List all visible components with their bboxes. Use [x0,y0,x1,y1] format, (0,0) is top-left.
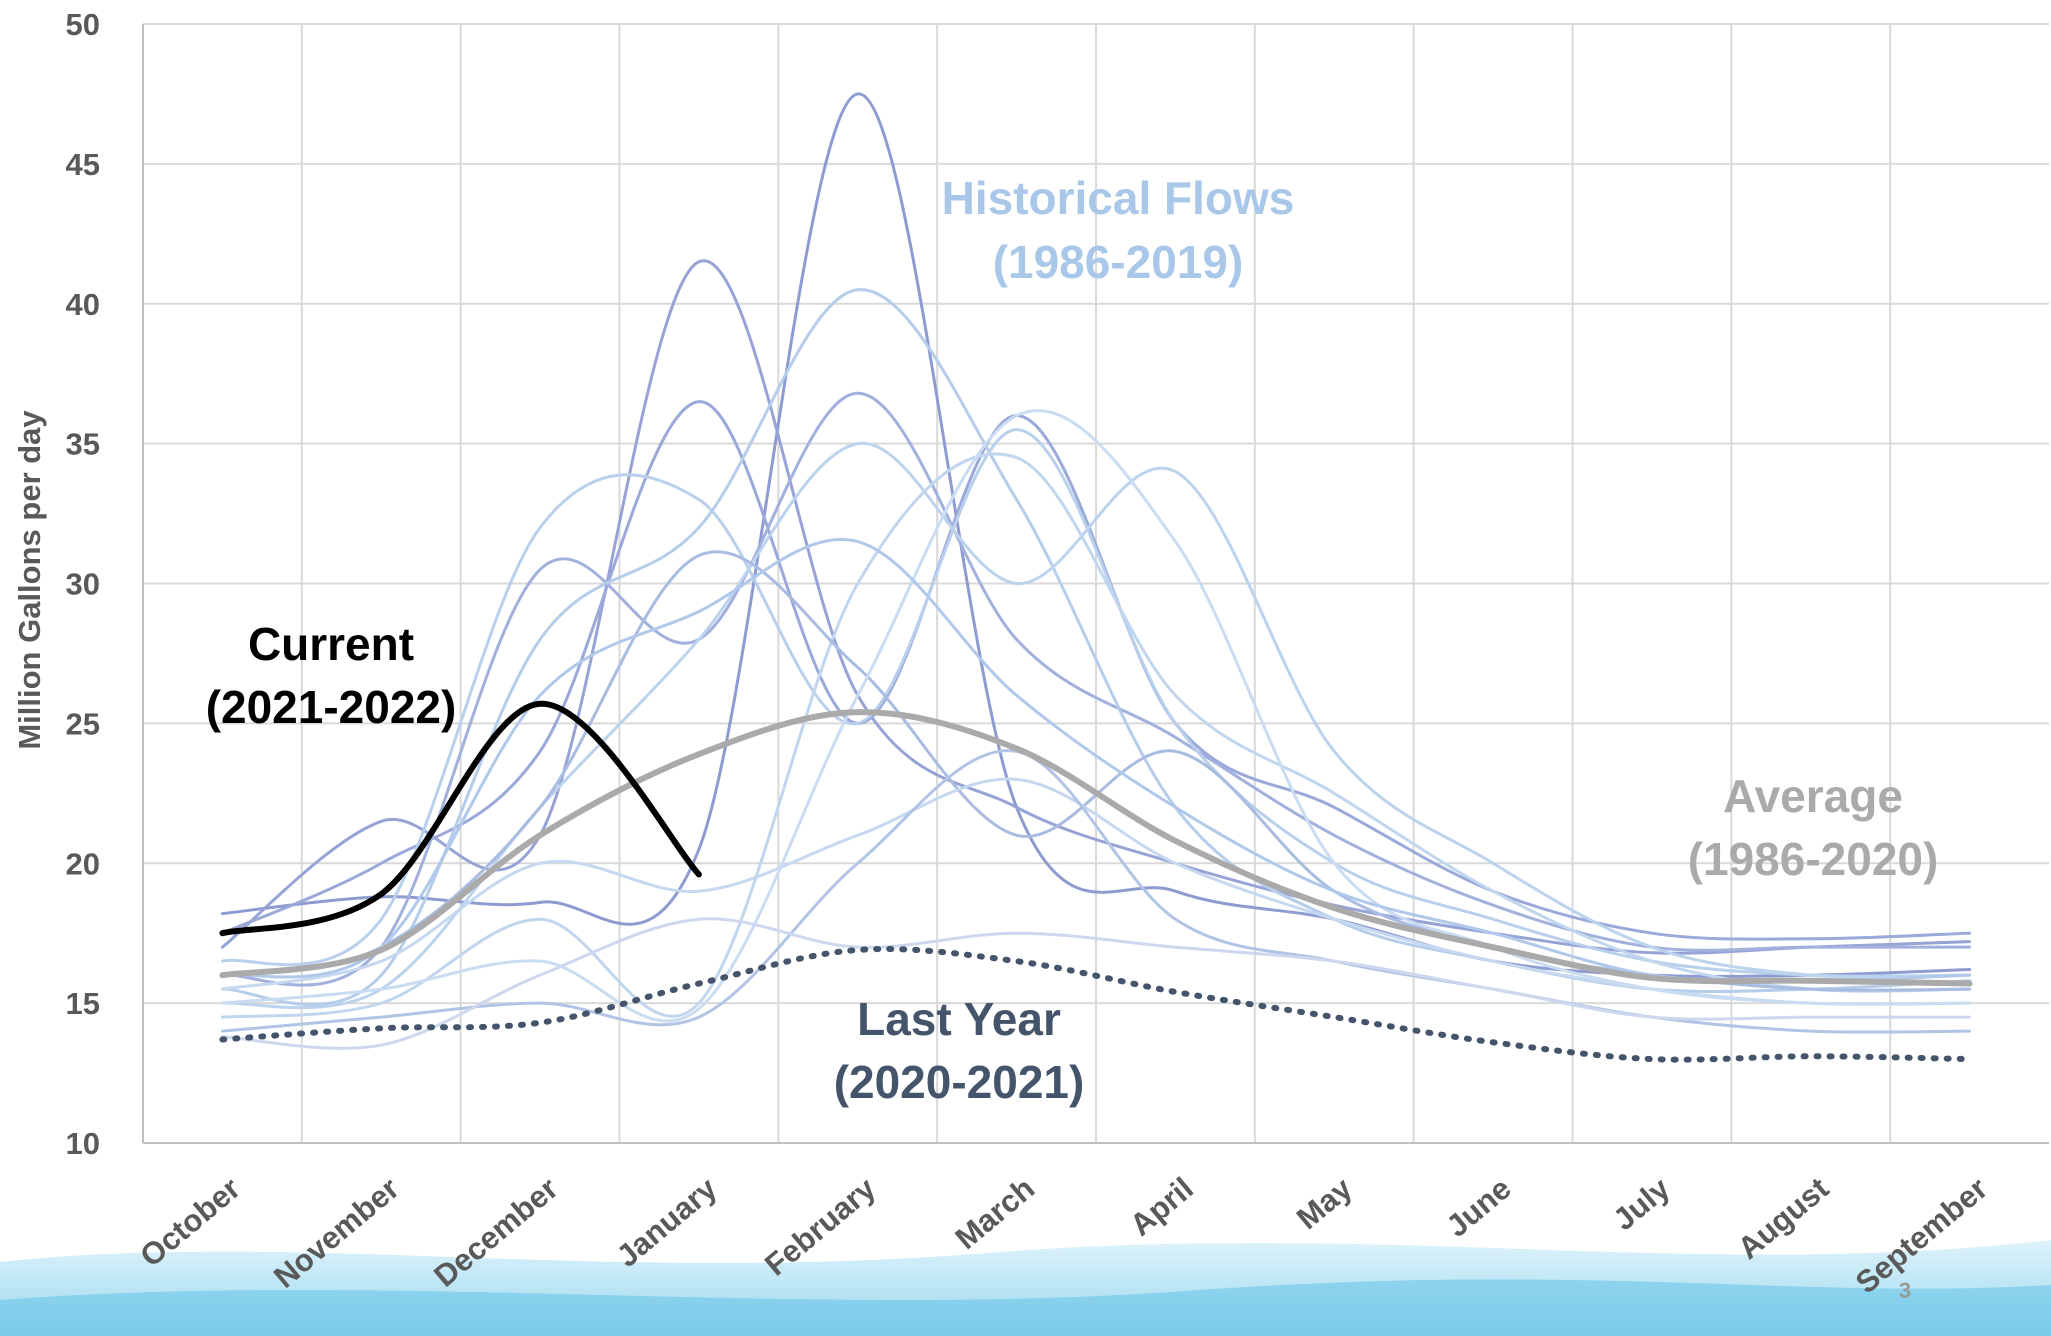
page-number: 3 [1899,1278,1911,1303]
y-axis-label: Million Gallons per day [12,410,47,750]
y-tick-label: 25 [66,706,100,741]
x-tick-label: June [1440,1171,1518,1244]
page: {"chart_data": {"type": "line", "y_label… [0,0,2051,1336]
y-tick-label: 15 [66,986,100,1021]
x-tick-label: March [949,1171,1041,1257]
y-tick-label: 20 [66,846,100,881]
series-label: (2021-2022) [206,681,457,733]
annotation: Historical Flows [942,172,1295,224]
x-tick-label: May [1290,1170,1359,1236]
y-tick-label: 40 [66,287,100,322]
x-tick-label: July [1606,1170,1677,1237]
y-tick-label: 45 [66,147,100,182]
x-tick-label: August [1731,1171,1835,1266]
series-label: (2020-2021) [834,1056,1085,1108]
series-label: Current [248,618,414,670]
series-label: Average [1723,770,1903,822]
series-label: (1986-2020) [1688,833,1939,885]
x-tick-label: April [1123,1171,1200,1243]
y-tick-label: 30 [66,567,100,602]
y-tick-label: 50 [66,7,100,42]
y-tick-label: 35 [66,427,100,462]
chart: 101520253035404550OctoberNovemberDecembe… [0,0,2051,1336]
y-tick-label: 10 [66,1126,100,1161]
series-label: Last Year [857,993,1061,1045]
annotation: (1986-2019) [993,236,1244,288]
x-tick-label: January [610,1170,724,1274]
